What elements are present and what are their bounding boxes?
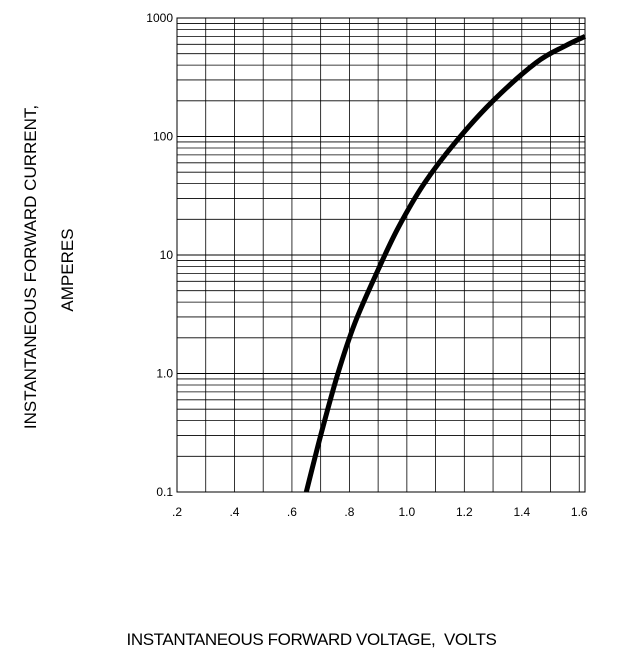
y-axis-title-line-1: INSTANTANEOUS FORWARD CURRENT, [21, 105, 40, 429]
y-tick-label: 0.1 [156, 485, 173, 499]
x-tick-labels: .2 .4 .6 .8 1.0 1.2 1.4 1.6 [172, 505, 588, 519]
data-series [303, 34, 587, 493]
x-tick-label: 1.4 [513, 505, 530, 519]
x-tick-label: .8 [344, 505, 354, 519]
x-tick-label: 1.6 [571, 505, 588, 519]
y-tick-label: 1.0 [156, 367, 173, 381]
plot-border [176, 17, 586, 493]
y-axis-title-line-2: AMPERES [58, 228, 77, 311]
gridlines [176, 17, 586, 493]
y-tick-label: 100 [153, 130, 173, 144]
x-tick-label: .4 [229, 505, 239, 519]
x-tick-label: 1.2 [456, 505, 473, 519]
x-tick-label: .2 [172, 505, 182, 519]
forward-characteristic-curve [303, 34, 587, 493]
x-tick-label: 1.0 [399, 505, 416, 519]
x-axis-title: INSTANTANEOUS FORWARD VOLTAGE, VOLTS [126, 630, 497, 649]
y-tick-label: 1000 [146, 11, 173, 25]
y-tick-label: 10 [160, 248, 174, 262]
x-tick-label: .6 [287, 505, 297, 519]
y-tick-labels: 0.1 1.0 10 100 1000 [146, 11, 173, 499]
